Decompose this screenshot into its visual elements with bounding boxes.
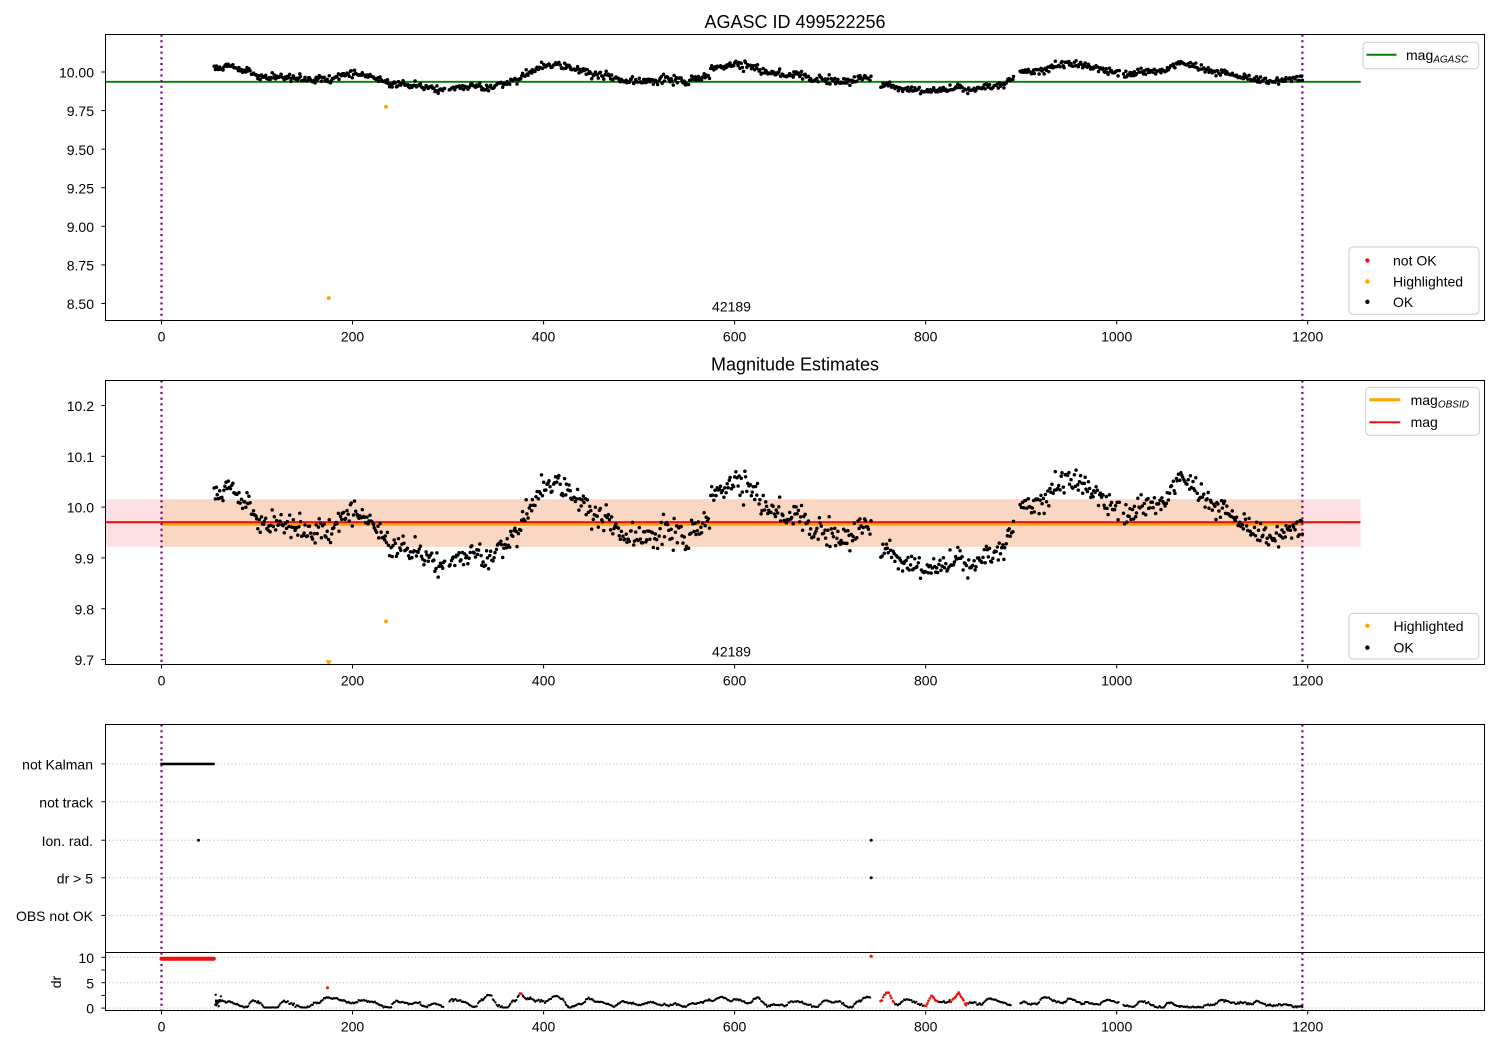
svg-text:Highlighted: Highlighted: [1393, 273, 1463, 289]
svg-text:10.2: 10.2: [67, 398, 94, 414]
svg-text:9.7: 9.7: [75, 652, 95, 668]
svg-text:dr: dr: [48, 975, 64, 988]
svg-text:10: 10: [78, 950, 94, 966]
svg-text:9.8: 9.8: [75, 601, 95, 617]
svg-text:Ion. rad.: Ion. rad.: [42, 833, 93, 849]
svg-text:OK: OK: [1393, 294, 1414, 310]
svg-text:800: 800: [914, 673, 938, 689]
svg-text:0: 0: [158, 1019, 166, 1035]
svg-text:8.50: 8.50: [67, 296, 94, 312]
svg-text:400: 400: [532, 1019, 556, 1035]
svg-text:Magnitude Estimates: Magnitude Estimates: [711, 355, 879, 375]
svg-text:10.00: 10.00: [59, 65, 94, 81]
svg-text:1000: 1000: [1101, 673, 1132, 689]
svg-text:OK: OK: [1394, 640, 1415, 656]
svg-text:400: 400: [532, 329, 556, 345]
svg-text:200: 200: [341, 329, 365, 345]
svg-text:5: 5: [86, 975, 94, 991]
svg-text:800: 800: [914, 1019, 938, 1035]
svg-text:800: 800: [914, 329, 938, 345]
svg-text:1200: 1200: [1292, 1019, 1323, 1035]
svg-text:9.00: 9.00: [67, 219, 94, 235]
svg-text:dr > 5: dr > 5: [57, 870, 93, 886]
svg-text:200: 200: [341, 1019, 365, 1035]
svg-text:1200: 1200: [1292, 329, 1323, 345]
svg-text:not OK: not OK: [1393, 252, 1437, 268]
svg-text:AGASC ID 499522256: AGASC ID 499522256: [704, 12, 885, 32]
svg-text:10.1: 10.1: [67, 449, 94, 465]
svg-text:8.75: 8.75: [67, 258, 94, 274]
svg-text:42189: 42189: [712, 644, 751, 660]
svg-text:OBS not OK: OBS not OK: [16, 908, 94, 924]
svg-text:9.50: 9.50: [67, 142, 94, 158]
svg-text:1000: 1000: [1101, 1019, 1132, 1035]
svg-text:0: 0: [158, 329, 166, 345]
svg-text:Highlighted: Highlighted: [1394, 618, 1464, 634]
svg-text:9.9: 9.9: [75, 551, 95, 567]
svg-text:600: 600: [723, 1019, 747, 1035]
svg-text:400: 400: [532, 673, 556, 689]
svg-text:not Kalman: not Kalman: [22, 757, 93, 773]
svg-text:200: 200: [341, 673, 365, 689]
svg-text:not track: not track: [39, 794, 94, 810]
svg-text:0: 0: [158, 673, 166, 689]
svg-text:1200: 1200: [1292, 673, 1323, 689]
svg-text:9.25: 9.25: [67, 180, 94, 196]
svg-text:mag: mag: [1411, 414, 1438, 430]
svg-text:0: 0: [86, 1001, 94, 1017]
svg-text:10.0: 10.0: [67, 500, 94, 516]
svg-text:1000: 1000: [1101, 329, 1132, 345]
svg-text:600: 600: [723, 673, 747, 689]
svg-text:600: 600: [723, 329, 747, 345]
svg-text:42189: 42189: [712, 299, 751, 315]
svg-text:9.75: 9.75: [67, 103, 94, 119]
